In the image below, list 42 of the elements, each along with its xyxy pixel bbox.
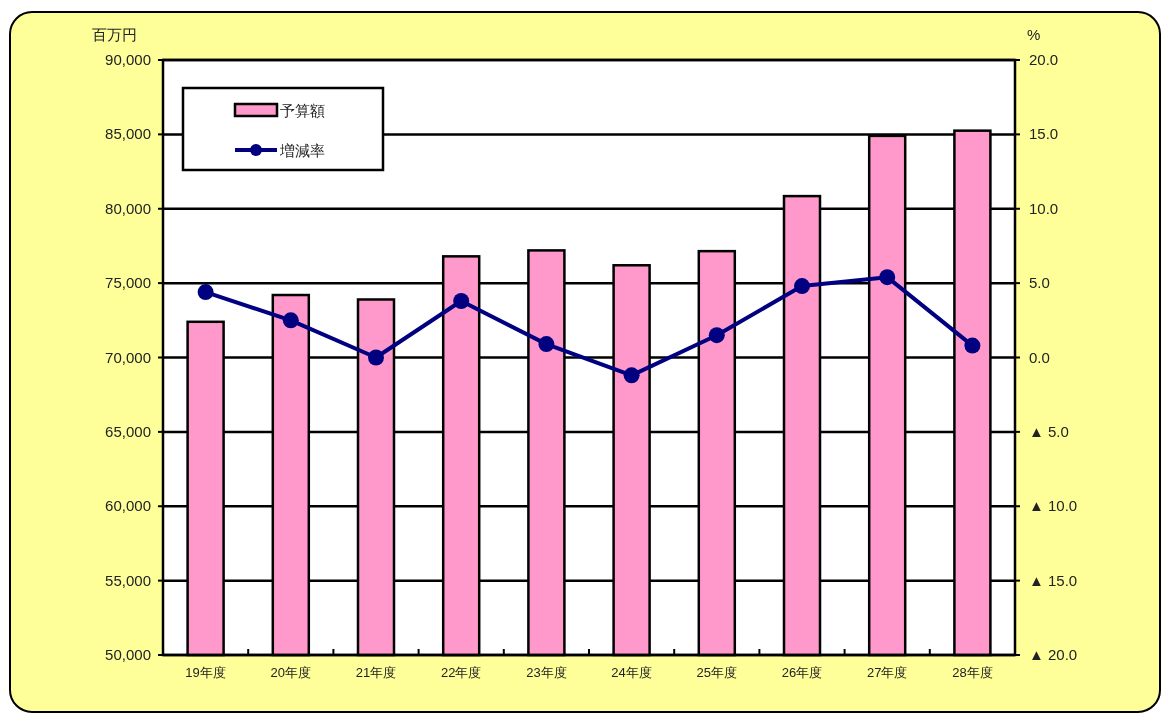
x-tick-label: 28年度 <box>952 665 993 680</box>
x-tick-label: 20年度 <box>270 665 312 680</box>
x-tick-label: 19年度 <box>185 665 226 680</box>
y2-tick-label: ▲ 15.0 <box>1029 571 1078 589</box>
y-tick-label: 65,000 <box>105 422 151 440</box>
x-tick-label: 22年度 <box>440 665 482 680</box>
point <box>794 278 810 295</box>
y-tick-label: 55,000 <box>105 571 151 589</box>
y2-tick-label: 15.0 <box>1029 125 1059 143</box>
point <box>368 349 384 366</box>
point <box>708 327 725 344</box>
y2-tick-label: ▲ 5.0 <box>1029 422 1069 440</box>
x-tick-label: 24年度 <box>611 665 652 680</box>
x-tick-label: 23年度 <box>526 665 567 680</box>
y2-axis-title: % <box>1027 26 1041 43</box>
x-tick-label: 25年度 <box>696 665 738 680</box>
y2-tick-label: 5.0 <box>1029 274 1050 292</box>
y2-tick-label: 10.0 <box>1029 199 1059 217</box>
y-tick-label: 85,000 <box>105 125 151 143</box>
point <box>538 336 555 353</box>
point <box>623 367 640 384</box>
point <box>879 269 896 286</box>
x-tick-label: 27年度 <box>866 665 908 680</box>
point <box>964 337 981 354</box>
legend-label: 予算額 <box>280 102 325 119</box>
y-tick-label: 70,000 <box>105 348 151 366</box>
point <box>197 284 214 301</box>
y2-tick-label: ▲ 10.0 <box>1029 497 1078 515</box>
point <box>282 312 299 329</box>
point <box>453 292 470 309</box>
legend-label: 増減率 <box>279 142 325 159</box>
y-tick-label: 80,000 <box>105 199 151 217</box>
x-tick-label: 21年度 <box>355 665 397 680</box>
y-tick-label: 75,000 <box>105 274 151 292</box>
y-tick-label: 50,000 <box>105 646 151 663</box>
y2-tick-label: ▲ 20.0 <box>1029 646 1078 663</box>
x-tick-label: 26年度 <box>781 665 823 680</box>
y2-tick-label: 20.0 <box>1029 51 1059 68</box>
y-tick-label: 60,000 <box>105 497 151 515</box>
y2-tick-label: 0.0 <box>1029 348 1050 366</box>
y-axis-title: 百万円 <box>92 26 137 43</box>
y-tick-label: 90,000 <box>105 51 151 68</box>
